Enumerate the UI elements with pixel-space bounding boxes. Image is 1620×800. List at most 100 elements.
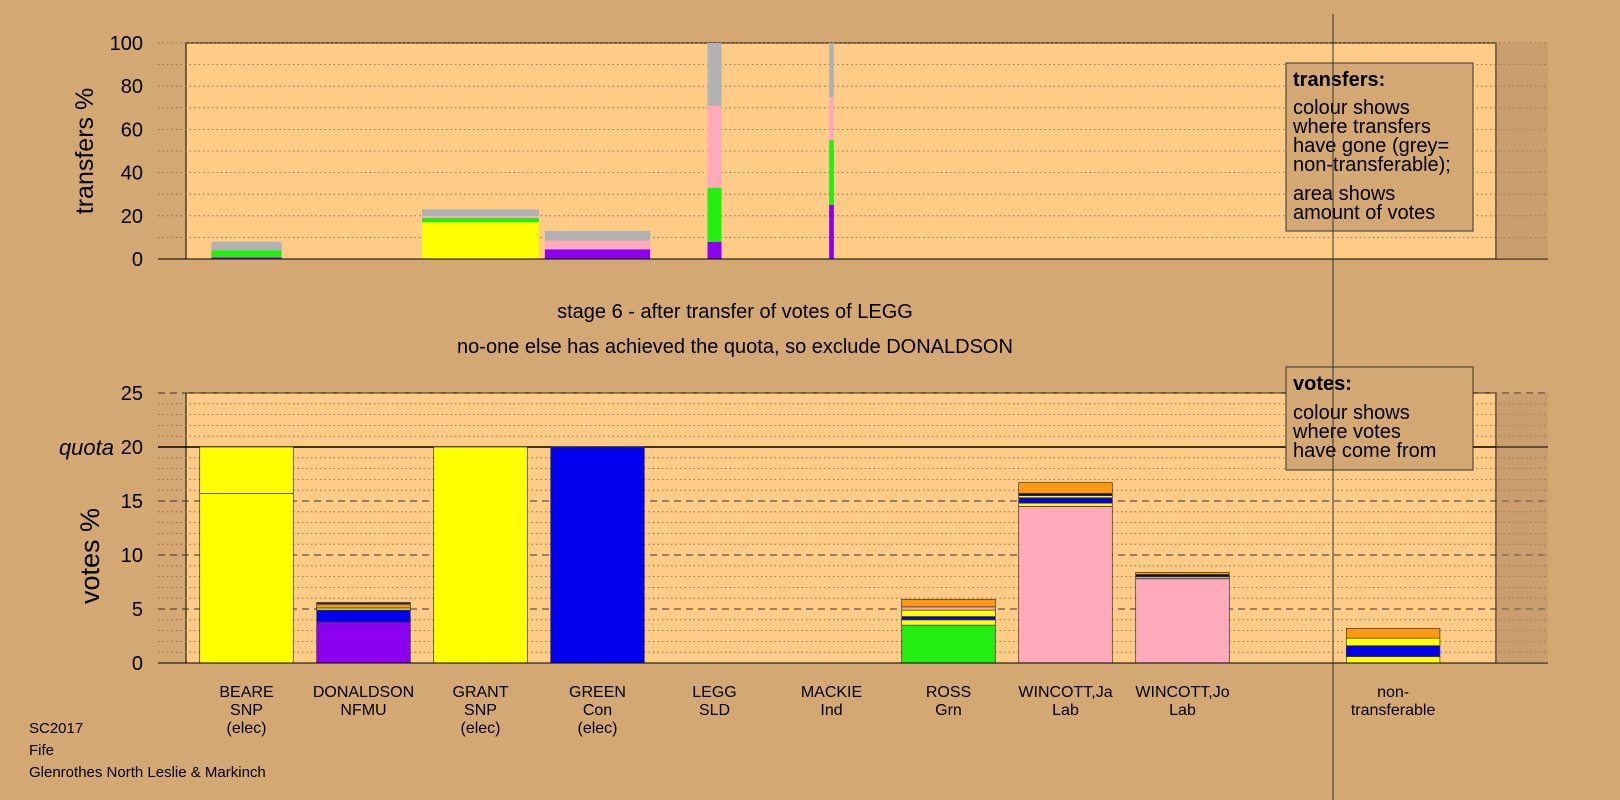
transfers-y-tick-label: 20 [121,206,143,228]
transfers-plot-area [185,42,1497,260]
vote-bar-segment [316,602,411,604]
vote-bar-segment [1345,656,1441,664]
candidate-party-label: SNP [230,702,263,719]
transfers-legend-title: transfers: [1293,69,1385,91]
candidate-party-label: Lab [1169,702,1196,719]
transfers-y-tick-label: 0 [132,249,143,271]
candidate-party-label: SLD [699,702,730,719]
vote-bar-segment [901,606,996,611]
candidate-name-label: ROSS [926,684,971,701]
vote-bar-segment [901,616,996,621]
candidate-name-label: LEGG [692,684,736,701]
vote-bar-segment [199,446,294,494]
vote-bar-segment [901,624,996,664]
vote-bar-segment [901,598,996,608]
transfers-y-tick-label: 60 [121,119,143,141]
candidate-party-label: Ind [820,702,842,719]
vote-bar-segment [550,446,645,664]
transfer-bar-segment [544,240,651,250]
stage-title: stage 6 - after transfer of votes of LEG… [557,301,913,323]
transfer-bar-segment [544,249,651,259]
footer-election: SC2017 [29,720,83,737]
vote-bar-segment [1345,637,1441,647]
transfers-legend-text: non-transferable); [1293,154,1451,176]
candidate-party-label: SNP [464,702,497,719]
vote-bar-segment [199,493,294,664]
vote-bar-segment [316,609,411,623]
vote-bar-segment [1135,578,1230,664]
candidate-name-label: GREEN [569,684,626,701]
quota-label: quota [59,435,114,460]
vote-bar-segment [433,446,528,664]
candidate-status-label: (elec) [577,720,617,737]
transfer-bar-segment [829,43,834,97]
transfer-bar-segment [829,140,834,205]
transfer-bar-segment [544,230,651,241]
footer-ward: Glenrothes North Leslie & Markinch [29,764,266,781]
votes-legend-text: where votes [1292,421,1401,443]
transfer-bar-segment [829,205,834,259]
votes-y-tick-label: 5 [132,599,143,621]
transfer-bar-segment [829,97,834,141]
candidate-name-label: WINCOTT,Jo [1135,684,1229,701]
transfer-bar-segment [211,250,282,258]
transfers-y-tick-label: 100 [110,33,143,55]
transfer-bar-segment [422,215,539,218]
footer-council: Fife [29,742,54,759]
transfers-legend-box [1285,62,1474,232]
vote-bar-segment [1018,497,1113,504]
votes-y-axis-label: votes % [75,508,105,604]
transfers-panel: 0 20 40 60 80 100 transfers % transfers: colour … [71,33,1548,271]
vote-bar-segment [1018,506,1113,664]
candidate-party-label: transferable [1351,702,1436,719]
candidate-status-label: (elec) [226,720,266,737]
candidate-name-label: MACKIE [801,684,862,701]
transfer-bar-segment [422,222,539,259]
candidate-name-label: WINCOTT,Ja [1018,684,1112,701]
vote-bar-segment [901,609,996,617]
votes-legend-text: have come from [1293,440,1436,462]
transfers-legend-text: amount of votes [1293,202,1435,224]
candidate-name-label: non- [1377,684,1409,701]
transfers-y-tick-label: 80 [121,76,143,98]
transfer-bar-segment [707,241,722,259]
votes-y-tick-label: 25 [121,383,143,405]
candidate-status-label: (elec) [460,720,500,737]
transfers-y-axis-label: transfers % [71,88,99,214]
candidate-party-label: Con [583,702,612,719]
candidate-party-label: Lab [1052,702,1079,719]
votes-panel: BEARESNP(elec)DONALDSONNFMUGRANTSNP(elec… [59,366,1548,737]
stage-subtitle: no-one else has achieved the quota, so e… [457,336,1013,358]
transfer-bar-segment [211,257,282,259]
candidate-party-label: NFMU [340,702,386,719]
transfer-bar-segment [422,209,539,216]
transfer-bar-segment [707,43,722,106]
votes-y-tick-label: 0 [132,653,143,675]
votes-y-tick-label: 10 [121,545,143,567]
vote-bar-segment [1018,482,1113,494]
transfer-bar-segment [211,241,282,251]
votes-legend-box [1285,366,1474,471]
transfers-y-tick-label: 40 [121,163,143,185]
transfer-bar-segment [422,217,539,223]
vote-bar-segment [316,604,411,609]
vote-bar-segment [1018,502,1113,507]
votes-legend-text: colour shows [1293,402,1410,424]
transfers-legend-text: colour shows [1293,97,1410,119]
transfer-bar-segment [707,105,722,188]
transfers-legend-text: area shows [1293,183,1395,205]
candidate-name-label: DONALDSON [313,684,414,701]
votes-legend-title: votes: [1293,373,1352,395]
votes-y-tick-label: 15 [121,491,143,513]
candidate-name-label: GRANT [453,684,509,701]
vote-bar-segment [1135,571,1230,575]
transfer-bar-segment [707,187,722,242]
transfers-legend-text: have gone (grey= [1293,135,1449,157]
votes-right-shade [1496,393,1548,663]
vote-bar-segment [1345,628,1441,639]
vote-bar-segment [1345,645,1441,657]
transfers-right-shade [1496,43,1548,259]
vote-bar-segment [316,621,411,664]
vote-bar-segment [901,619,996,626]
